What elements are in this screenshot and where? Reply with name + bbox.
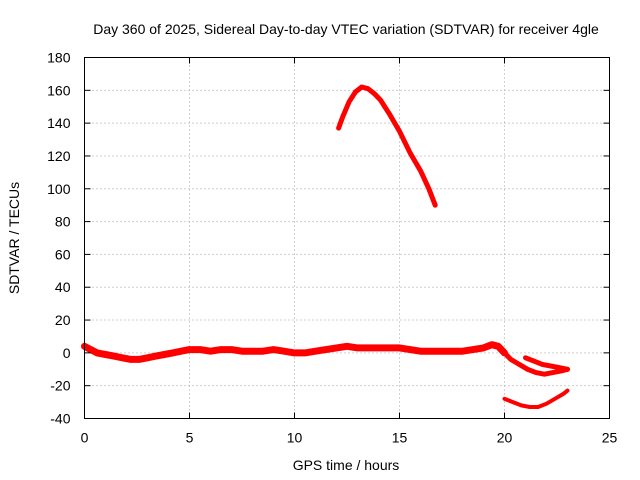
series-dip-after-20h (502, 388, 570, 409)
x-tick-label: 20 (497, 430, 513, 446)
y-axis-label: SDTVAR / TECUs (6, 182, 22, 294)
y-tick-label: 160 (47, 82, 71, 98)
y-tick-label: 60 (55, 246, 71, 262)
x-tick-label: 5 (186, 430, 194, 446)
data-series (81, 84, 570, 409)
y-tick-label: 20 (55, 312, 71, 328)
y-tick-label: 120 (47, 148, 71, 164)
plot-frame (84, 57, 610, 419)
x-tick-label: 15 (392, 430, 408, 446)
x-tick-label: 0 (81, 430, 89, 446)
y-tick-label: -40 (50, 411, 70, 427)
series-segment-21h (523, 355, 570, 372)
series-decline-after-20h (502, 350, 570, 377)
x-tick-label: 25 (602, 430, 618, 446)
series-peak-arc (336, 84, 438, 208)
chart-title: Day 360 of 2025, Sidereal Day-to-day VTE… (93, 21, 599, 37)
series-band-main (81, 341, 508, 363)
y-tick-label: -20 (50, 378, 70, 394)
grid-lines (84, 57, 610, 419)
y-tick-label: 40 (55, 279, 71, 295)
y-tick-label: 100 (47, 181, 71, 197)
y-tick-label: 140 (47, 115, 71, 131)
y-tick-label: 180 (47, 50, 71, 66)
y-tick-label: 80 (55, 214, 71, 230)
y-tick-label: 0 (63, 345, 71, 361)
axes: 0 5 10 15 20 25 -40 -20 0 20 40 60 80 100 120 140 160 180 (47, 50, 617, 446)
x-axis-label: GPS time / hours (293, 457, 400, 473)
x-tick-label: 10 (287, 430, 303, 446)
